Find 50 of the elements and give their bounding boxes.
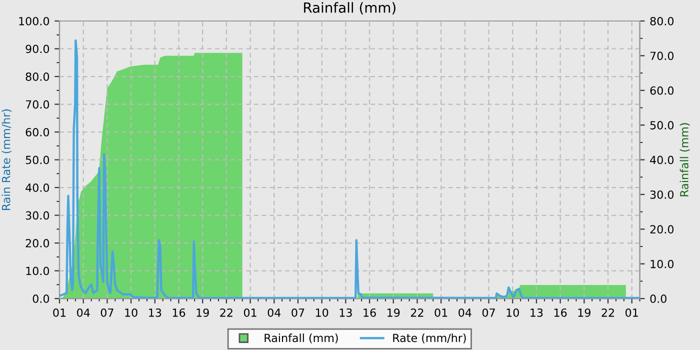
legend-label: Rainfall (mm) <box>264 334 338 344</box>
y2-tick-label: 60.0 <box>650 86 674 95</box>
x-tick-label: 07 <box>100 308 114 317</box>
x-tick-label: 07 <box>292 308 304 317</box>
y2-tick-label: 80.0 <box>650 16 674 26</box>
x-tick-label: 01 <box>434 308 448 317</box>
y2-tick-label: 0.0 <box>650 294 666 303</box>
x-tick-label: 13 <box>149 308 162 317</box>
x-tick-label: 19 <box>578 308 590 317</box>
y2-tick-label: 20.0 <box>650 225 674 234</box>
x-tick-label: 19 <box>388 308 400 317</box>
legend-label: Rate (mm/hr) <box>393 334 466 344</box>
x-tick-label: 01 <box>244 308 256 317</box>
y-tick-label: 30.0 <box>26 211 50 220</box>
x-tick-label: 13 <box>340 308 352 317</box>
x-tick-label: 22 <box>602 308 614 317</box>
x-tick-label: 01 <box>626 308 638 317</box>
x-tick-label: 01 <box>53 308 66 317</box>
y2-tick-label: 50.0 <box>650 121 674 130</box>
y2-tick-label: 10.0 <box>650 260 674 268</box>
y2-tick-label: 30.0 <box>650 190 674 199</box>
x-tick-label: 19 <box>196 308 209 317</box>
y-tick-label: 70.0 <box>26 100 50 109</box>
x-tick-label: 04 <box>77 308 90 317</box>
y-tick-label: 20.0 <box>26 239 50 248</box>
y-tick-label: 60.0 <box>26 128 50 136</box>
x-tick-label: 10 <box>125 308 138 317</box>
y-tick-label: 10.0 <box>26 266 50 276</box>
x-tick-label: 22 <box>220 308 232 317</box>
y-tick-label: 40.0 <box>26 184 50 192</box>
y-tick-label: 80.0 <box>26 72 50 81</box>
x-tick-label: 07 <box>482 308 495 317</box>
y-axis-title: Rain Rate (mm/hr) <box>2 109 12 210</box>
x-tick-label: 16 <box>172 308 186 317</box>
y-tick-label: 50.0 <box>26 156 50 164</box>
y-tick-label: 100.0 <box>19 16 50 26</box>
y2-tick-label: 70.0 <box>650 52 674 60</box>
x-tick-label: 16 <box>364 308 376 317</box>
x-tick-label: 04 <box>458 308 472 317</box>
x-tick-label: 10 <box>316 308 328 317</box>
x-tick-label: 13 <box>530 308 543 317</box>
y2-axis-title: Rainfall (mm) <box>680 123 690 196</box>
y2-tick-label: 40.0 <box>650 156 674 164</box>
chart-title: Rainfall (mm) <box>304 2 396 14</box>
y-tick-label: 90.0 <box>26 44 50 54</box>
x-tick-label: 22 <box>410 308 424 317</box>
y-tick-label: 0.0 <box>32 294 50 303</box>
x-tick-label: 16 <box>554 308 567 317</box>
x-tick-label: 10 <box>506 308 519 317</box>
x-tick-label: 04 <box>268 308 281 317</box>
